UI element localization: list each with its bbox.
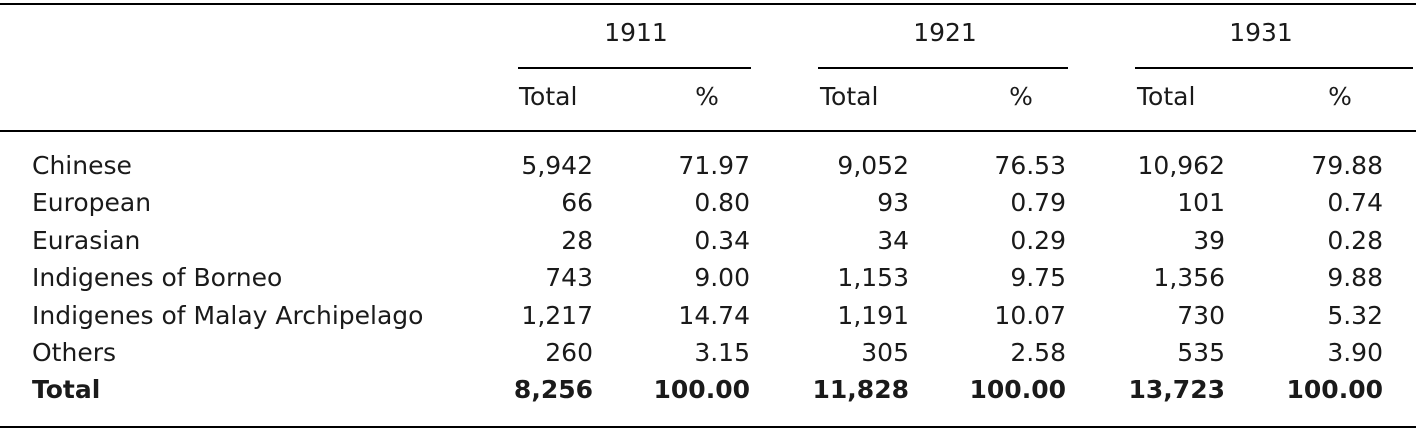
cell-value: 13,723 (1128, 375, 1225, 405)
header-rule (0, 130, 1416, 132)
cell-value: 100.00 (653, 375, 750, 405)
cell-value: 34 (877, 225, 909, 255)
year-header: 1921 (913, 18, 977, 47)
column-header: Total (820, 82, 879, 111)
cell-value: 101 (1177, 188, 1225, 218)
cell-value: 0.34 (694, 225, 750, 255)
row-label: Total (32, 375, 101, 405)
cell-value: 743 (545, 263, 593, 293)
cell-value: 28 (561, 225, 593, 255)
cell-value: 39 (1193, 225, 1225, 255)
group-rule (1135, 67, 1413, 69)
cell-value: 730 (1177, 300, 1225, 330)
column-header: Total (1137, 82, 1196, 111)
year-header: 1911 (604, 18, 668, 47)
cell-value: 11,828 (812, 375, 909, 405)
cell-value: 0.79 (1010, 188, 1066, 218)
cell-value: 8,256 (513, 375, 593, 405)
cell-value: 1,356 (1153, 263, 1225, 293)
cell-value: 260 (545, 338, 593, 367)
bottom-rule (0, 426, 1416, 428)
group-rule (818, 67, 1068, 69)
row-label: Indigenes of Malay Archipelago (32, 300, 424, 330)
cell-value: 3.90 (1327, 338, 1383, 367)
cell-value: 0.28 (1327, 225, 1383, 255)
cell-value: 5.32 (1327, 300, 1383, 330)
cell-value: 1,153 (837, 263, 909, 293)
cell-value: 14.74 (678, 300, 750, 330)
cell-value: 2.58 (1010, 338, 1066, 367)
group-rule (518, 67, 751, 69)
cell-value: 0.80 (694, 188, 750, 218)
top-rule (0, 3, 1416, 5)
row-label: Indigenes of Borneo (32, 263, 283, 293)
row-label: Eurasian (32, 225, 141, 255)
cell-value: 10.07 (994, 300, 1066, 330)
cell-value: 9.75 (1010, 263, 1066, 293)
row-label: Chinese (32, 151, 132, 180)
cell-value: 100.00 (1286, 375, 1383, 405)
cell-value: 3.15 (694, 338, 750, 367)
cell-value: 5,942 (521, 151, 593, 180)
cell-value: 76.53 (994, 151, 1066, 180)
cell-value: 66 (561, 188, 593, 218)
column-header: Total (519, 82, 578, 111)
cell-value: 100.00 (969, 375, 1066, 405)
cell-value: 1,191 (837, 300, 909, 330)
cell-value: 1,217 (521, 300, 593, 330)
cell-value: 93 (877, 188, 909, 218)
cell-value: 0.74 (1327, 188, 1383, 218)
cell-value: 9,052 (837, 151, 909, 180)
column-header: % (1328, 82, 1352, 111)
cell-value: 71.97 (678, 151, 750, 180)
row-label: Others (32, 338, 117, 367)
cell-value: 9.00 (694, 263, 750, 293)
cell-value: 305 (861, 338, 909, 367)
column-header: % (1009, 82, 1033, 111)
cell-value: 9.88 (1327, 263, 1383, 293)
row-label: European (32, 188, 152, 218)
cell-value: 10,962 (1137, 151, 1225, 180)
column-header: % (695, 82, 719, 111)
year-header: 1931 (1229, 18, 1293, 47)
cell-value: 0.29 (1010, 225, 1066, 255)
cell-value: 535 (1177, 338, 1225, 367)
cell-value: 79.88 (1311, 151, 1383, 180)
